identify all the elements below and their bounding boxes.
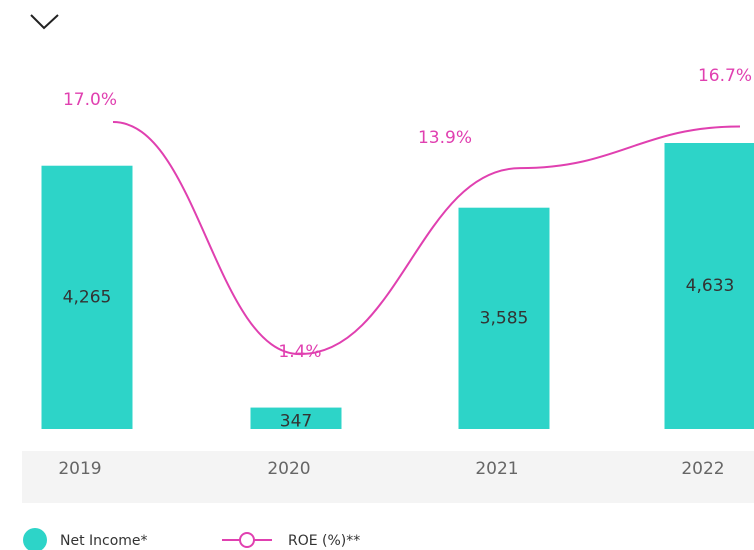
roe-line <box>112 121 741 356</box>
roe-label: 13.9% <box>418 128 472 148</box>
roe-label: 17.0% <box>63 90 117 110</box>
bar-label: 3,585 <box>480 308 529 328</box>
roe-label: 16.7% <box>698 66 752 86</box>
bar-label: 347 <box>280 411 312 431</box>
x-tick-label: 2020 <box>267 459 310 479</box>
legend-marker <box>239 532 255 548</box>
legend-label: ROE (%)** <box>288 533 360 549</box>
collapse-chevron[interactable] <box>30 14 59 30</box>
x-tick-label: 2019 <box>58 459 101 479</box>
legend-label: Net Income* <box>60 533 148 549</box>
roe-label: 1.4% <box>278 342 321 362</box>
bar-label: 4,633 <box>686 276 735 296</box>
category-strip <box>22 451 754 503</box>
x-tick-label: 2022 <box>681 459 724 479</box>
bar <box>250 407 342 429</box>
bar <box>41 165 133 429</box>
x-tick-label: 2021 <box>475 459 518 479</box>
bar-label: 4,265 <box>63 287 112 307</box>
legend-swatch <box>23 528 47 550</box>
bar <box>458 207 550 429</box>
bar <box>664 143 754 429</box>
